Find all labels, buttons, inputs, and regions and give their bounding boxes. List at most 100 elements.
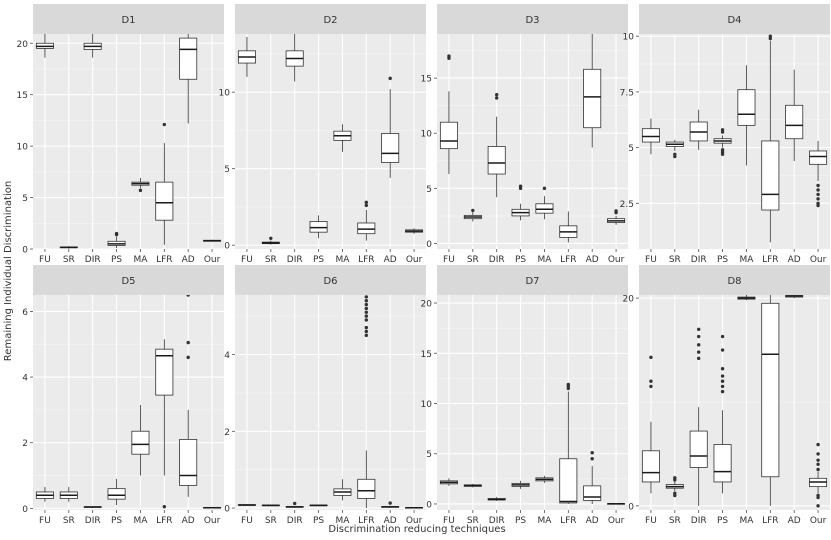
- x-axis-label: Discrimination reducing techniques: [328, 524, 505, 535]
- box-iqr: [131, 430, 150, 455]
- outlier-point: [364, 333, 369, 338]
- x-tick-label: SR: [467, 255, 479, 265]
- box-dir: [83, 34, 102, 58]
- boxplot-group: [641, 295, 828, 508]
- box-iqr: [785, 104, 804, 140]
- outlier-point: [720, 348, 725, 352]
- y-tick-label: 15: [17, 91, 28, 101]
- box-fu: [237, 37, 256, 77]
- outlier-point: [720, 389, 725, 394]
- boxplot-group: [641, 34, 828, 243]
- y-tick-label: 5: [426, 450, 432, 460]
- outlier-point: [292, 501, 297, 506]
- box-ad: [381, 76, 400, 178]
- box-iqr: [357, 222, 376, 235]
- panel-d7: D7 0 5 10 15 20 FU SR DIR PS MA LFR AD Our: [421, 265, 628, 526]
- panel-d5: D5 0 2 4 6 FU SR DIR PS MA LFR AD Our: [22, 265, 224, 526]
- x-tick-label: DIR: [489, 255, 505, 265]
- x-tick-label: MA: [335, 516, 350, 526]
- x-tick-label: MA: [335, 255, 350, 265]
- boxplot-group: [439, 34, 626, 243]
- outlier-point: [816, 201, 820, 206]
- outlier-point: [364, 318, 369, 322]
- x-tick-label: Our: [608, 516, 625, 526]
- box-sr: [59, 487, 78, 502]
- y-tick-label: 2.5: [620, 200, 634, 210]
- x-tick-label: MA: [537, 516, 552, 526]
- outlier-point: [816, 192, 820, 197]
- facet-strip: [639, 4, 830, 34]
- outlier-point: [186, 340, 190, 345]
- box-lfr: [559, 382, 578, 504]
- x-tick-label: MA: [739, 255, 754, 265]
- y-tick-label: 0: [426, 240, 432, 250]
- box-fu: [35, 487, 54, 502]
- x-tick-label: Our: [608, 255, 625, 265]
- boxplot-group: [439, 382, 626, 505]
- box-our: [607, 209, 626, 225]
- x-tick-label: LFR: [560, 255, 576, 265]
- outlier-point: [364, 310, 369, 314]
- outlier-point: [816, 188, 820, 192]
- outlier-point: [649, 355, 653, 360]
- boxplot-group: [35, 34, 222, 249]
- box-ad: [583, 451, 602, 504]
- box-iqr: [179, 439, 198, 486]
- x-tick-label: AD: [586, 255, 599, 265]
- y-tick-label: 2: [22, 439, 28, 449]
- outlier-point: [494, 92, 499, 97]
- box-ma: [535, 186, 554, 220]
- box-iqr: [641, 128, 660, 143]
- box-lfr: [761, 295, 780, 506]
- box-dir: [285, 34, 304, 82]
- outlier-point: [364, 329, 369, 334]
- x-tick-label: PS: [515, 255, 526, 265]
- y-tick-label: 5: [224, 165, 230, 175]
- panel-d2: D2 0 5 10 FU SR DIR PS MA LFR AD Our: [219, 4, 426, 265]
- x-tick-label: LFR: [358, 255, 374, 265]
- panel-background: [639, 295, 830, 510]
- box-lfr: [357, 200, 376, 241]
- y-tick-label: 7.5: [620, 88, 634, 98]
- box-sr: [261, 236, 280, 245]
- outlier-point: [720, 379, 725, 383]
- box-ma: [131, 404, 150, 476]
- box-fu: [439, 478, 458, 486]
- outlier-point: [696, 350, 701, 354]
- facet-title: D2: [323, 15, 337, 26]
- x-tick-label: SR: [265, 516, 277, 526]
- x-tick-label: MA: [133, 255, 148, 265]
- box-iqr: [583, 485, 602, 501]
- y-tick-label: 0: [22, 505, 28, 515]
- box-ad: [785, 295, 804, 299]
- y-tick-label: 0: [224, 505, 230, 515]
- y-tick-label: 10: [17, 143, 29, 153]
- box-sr: [665, 139, 684, 159]
- x-tick-label: AD: [182, 516, 195, 526]
- y-tick-label: 5: [628, 144, 634, 154]
- x-tick-label: SR: [669, 255, 681, 265]
- x-tick-label: SR: [63, 255, 75, 265]
- outlier-point: [494, 96, 499, 100]
- box-lfr: [761, 34, 780, 243]
- outlier-point: [364, 295, 369, 299]
- x-tick-label: LFR: [156, 255, 172, 265]
- outlier-point: [696, 343, 701, 347]
- x-tick-label: FU: [443, 516, 455, 526]
- box-ps: [107, 231, 126, 248]
- y-tick-label: 5: [426, 185, 432, 195]
- outlier-point: [816, 504, 820, 508]
- x-tick-label: FU: [39, 516, 51, 526]
- outlier-point: [696, 334, 701, 339]
- x-tick-label: FU: [645, 516, 657, 526]
- box-iqr: [583, 68, 602, 129]
- outlier-point: [649, 379, 653, 383]
- box-iqr: [535, 203, 554, 214]
- box-sr: [665, 476, 684, 498]
- box-ps: [713, 128, 732, 157]
- box-iqr: [689, 430, 708, 468]
- facet-strip: [639, 265, 830, 295]
- box-iqr: [155, 348, 174, 396]
- box-iqr: [357, 478, 376, 499]
- y-tick-label: 4: [22, 374, 28, 384]
